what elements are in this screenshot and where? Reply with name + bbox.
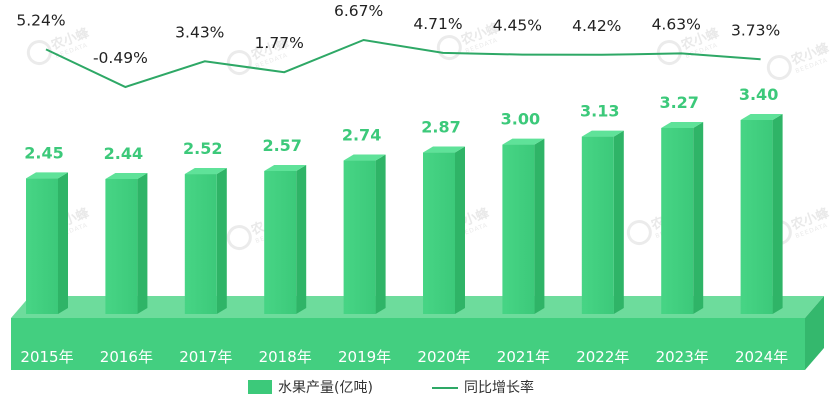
bar xyxy=(26,172,68,314)
category-labels: 2015年 2016年 2017年 2018年 2019年 2020年 2021年 2022年… xyxy=(20,348,788,366)
legend-line-label: 同比增长率 xyxy=(464,379,534,396)
bar-top xyxy=(740,114,783,120)
growth-value-label: 4.71% xyxy=(413,15,462,33)
category-label: 2021年 xyxy=(497,348,550,366)
bar-side xyxy=(613,130,624,314)
bar-side xyxy=(296,164,307,314)
bar-top xyxy=(264,164,307,171)
bar xyxy=(343,154,386,314)
growth-value-label: 4.45% xyxy=(493,17,542,35)
bar-side xyxy=(216,168,227,314)
bar-series: 2.45 2.44 2.52 2.57 2.74 2.87 3.00 3.13 3.27 3.40 xyxy=(24,85,783,314)
bar xyxy=(264,164,307,314)
bar-top xyxy=(184,168,227,175)
bar-front xyxy=(343,160,376,314)
bar-front xyxy=(502,144,535,314)
bee-logo-icon xyxy=(626,220,652,246)
bar xyxy=(105,172,148,314)
bar-top xyxy=(105,172,148,179)
bar-value-label: 2.74 xyxy=(342,126,381,145)
bar-value-label: 3.00 xyxy=(501,110,540,129)
category-label: 2018年 xyxy=(259,348,312,366)
bar-value-label: 2.52 xyxy=(183,139,222,158)
bee-logo-icon xyxy=(436,35,462,61)
bar-side xyxy=(137,172,148,314)
category-label: 2022年 xyxy=(576,348,629,366)
bar-value-label: 3.40 xyxy=(739,85,778,104)
bar-value-label: 3.27 xyxy=(659,93,698,112)
bar-top xyxy=(423,146,465,153)
bar-side xyxy=(772,114,783,314)
bar xyxy=(581,130,624,314)
bee-logo-icon xyxy=(226,50,252,76)
category-label: 2023年 xyxy=(656,348,709,366)
growth-value-label: 4.63% xyxy=(652,15,701,33)
bar-top xyxy=(343,154,386,161)
bar-side xyxy=(375,154,386,314)
bee-logo-icon xyxy=(766,55,792,81)
bar-top xyxy=(26,172,68,179)
bar-front xyxy=(264,170,297,314)
bar-front xyxy=(740,120,773,314)
growth-value-label: 1.77% xyxy=(255,34,304,52)
growth-value-label: 3.43% xyxy=(175,23,224,41)
growth-value-label: -0.49% xyxy=(93,49,148,67)
bee-logo-icon xyxy=(656,40,682,66)
growth-value-label: 4.42% xyxy=(572,17,621,35)
category-label: 2016年 xyxy=(100,348,153,366)
growth-value-label: 3.73% xyxy=(731,21,780,39)
bar-side xyxy=(693,121,704,314)
growth-line xyxy=(45,38,761,89)
bar-top xyxy=(502,138,545,145)
bar-side xyxy=(455,146,465,314)
bar-value-label: 3.13 xyxy=(580,102,619,121)
bar-value-label: 2.57 xyxy=(262,136,301,155)
bar-top xyxy=(581,130,624,137)
bar xyxy=(740,114,783,314)
line-series: 5.24% -0.49% 3.43% 1.77% 6.67% 4.71% 4.45% 4.42… xyxy=(16,2,780,89)
legend-bar-swatch xyxy=(248,380,272,394)
category-label: 2017年 xyxy=(179,348,232,366)
bar-front xyxy=(423,152,455,314)
category-label: 2019年 xyxy=(338,348,391,366)
bar-top xyxy=(661,121,704,128)
bar xyxy=(661,121,704,314)
bar-side xyxy=(58,172,68,314)
floor-front xyxy=(11,318,805,370)
bar-front xyxy=(184,174,217,314)
bar-front xyxy=(26,178,58,314)
bar-value-label: 2.44 xyxy=(104,144,143,163)
bar xyxy=(502,138,545,314)
bar-front xyxy=(105,178,138,314)
bar-side xyxy=(534,138,545,314)
floor-side xyxy=(805,296,824,370)
bar xyxy=(184,168,227,314)
category-label: 2020年 xyxy=(417,348,470,366)
legend: 水果产量(亿吨) 同比增长率 xyxy=(248,379,534,396)
bar xyxy=(423,146,465,314)
bee-logo-icon xyxy=(226,225,252,251)
growth-value-label: 6.67% xyxy=(334,2,383,20)
bar-front xyxy=(661,127,694,314)
category-label: 2024年 xyxy=(735,348,788,366)
bar-front xyxy=(581,136,614,314)
bee-logo-icon xyxy=(26,40,52,66)
bar-value-label: 2.45 xyxy=(24,143,63,162)
bar-value-label: 2.87 xyxy=(421,118,460,137)
growth-value-label: 5.24% xyxy=(16,11,65,29)
category-label: 2015年 xyxy=(20,348,73,366)
legend-bar-label: 水果产量(亿吨) xyxy=(278,380,373,396)
